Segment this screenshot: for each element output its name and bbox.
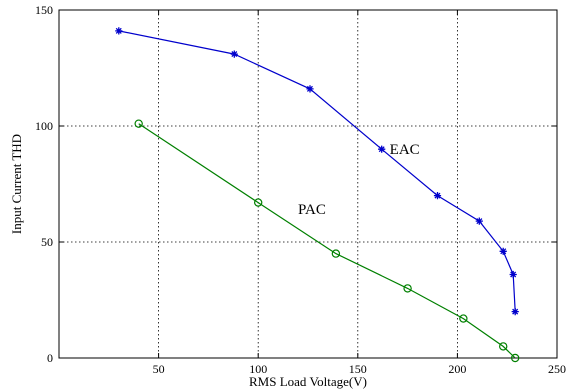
x-tick-label: 50: [153, 362, 165, 376]
data-point-pac: [134, 119, 143, 128]
data-point-eac: [306, 85, 314, 93]
series-line-pac: [138, 123, 516, 359]
x-tick-label: 150: [349, 362, 367, 376]
data-point-eac: [499, 247, 507, 255]
series-line-eac: [118, 30, 516, 312]
y-tick-label: 100: [35, 119, 53, 133]
data-point-pac: [459, 314, 468, 323]
data-point-eac: [230, 50, 238, 58]
data-point-eac: [433, 192, 442, 200]
series-eac: [115, 27, 519, 316]
data-point-eac: [378, 145, 386, 153]
plot-frame: [58, 9, 558, 359]
data-point-pac: [403, 284, 412, 293]
data-point-eac: [511, 308, 519, 316]
series-pac: [134, 119, 520, 363]
data-point-eac: [509, 270, 517, 279]
data-point-pac: [510, 353, 520, 363]
x-axis-label: RMS Load Voltage(V): [249, 374, 367, 389]
data-point-pac: [499, 342, 508, 351]
data-point-pac: [331, 249, 341, 258]
y-axis-label: Input Current THD: [9, 134, 24, 234]
x-tick-label: 100: [249, 362, 267, 376]
annotation-eac: EAC: [390, 142, 420, 158]
y-tick-label: 150: [35, 3, 53, 17]
data-point-eac: [115, 27, 123, 35]
data-point-eac: [475, 217, 483, 225]
x-tick-label: 200: [448, 362, 466, 376]
series-group: [115, 27, 520, 363]
y-tick-label: 0: [47, 351, 53, 365]
annotations: EAC PAC: [298, 142, 420, 218]
y-tick-label: 50: [41, 235, 53, 249]
data-point-pac: [254, 198, 263, 207]
annotation-pac: PAC: [298, 202, 326, 218]
x-tick-label: 250: [548, 362, 566, 376]
axis-ticks: 50 100 150 200 250 0 50 100 150: [35, 3, 566, 376]
grid: [59, 10, 557, 358]
